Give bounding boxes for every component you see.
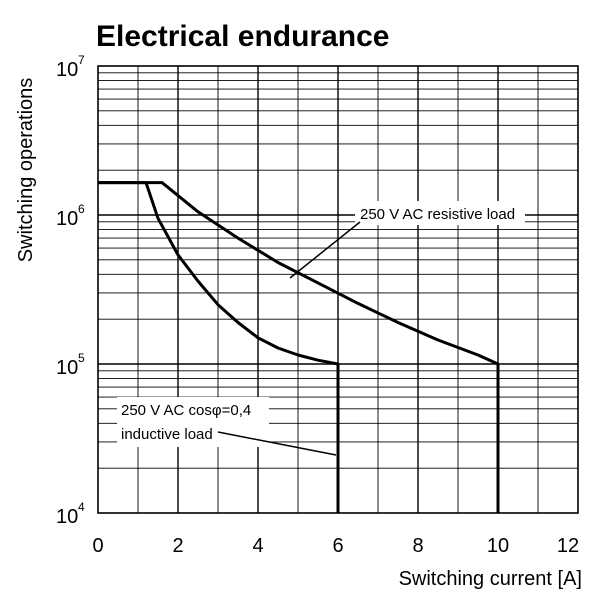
annotation-inductive-line2: inductive load [121, 426, 213, 443]
series-resistive-load [98, 181, 500, 513]
x-tick-label: 6 [332, 535, 343, 557]
y-tick-base: 10 [56, 59, 78, 81]
y-tick-exponent: 6 [78, 202, 85, 216]
y-tick-base: 10 [56, 506, 78, 528]
annotation-resistive-label: 250 V AC resistive load [360, 206, 515, 223]
y-tick-label: 10 6 [56, 202, 85, 230]
annotation-resistive-bg [355, 201, 525, 225]
x-axis-label: Switching current [A] [399, 568, 582, 590]
chart-title: Electrical endurance [96, 20, 389, 53]
series-group [98, 181, 500, 513]
x-tick-label: 2 [172, 535, 183, 557]
annotation-inductive-leader [217, 431, 337, 456]
y-tick-label: 10 5 [56, 351, 85, 379]
y-tick-base: 10 [56, 208, 78, 230]
series-inductive-load [98, 181, 340, 513]
x-tick-label: 8 [412, 535, 423, 557]
x-tick-label: 10 [487, 535, 509, 557]
x-tick-label: 4 [252, 535, 263, 557]
annotation-inductive-bg [117, 397, 269, 447]
annotation-inductive-line1: 250 V AC cosφ=0,4 [121, 402, 251, 419]
y-tick-base: 10 [56, 357, 78, 379]
y-tick-label: 10 7 [56, 53, 85, 81]
y-tick-label: 10 4 [56, 500, 85, 528]
y-tick-exponent: 7 [78, 53, 85, 67]
y-tick-exponent: 4 [78, 500, 85, 514]
x-tick-label: 0 [92, 535, 103, 557]
annotation-resistive-leader [289, 221, 361, 279]
x-tick-labels: 0 2 4 6 8 10 12 [92, 535, 579, 557]
y-tick-exponent: 5 [78, 351, 85, 365]
x-tick-label: 12 [557, 535, 579, 557]
y-axis-label: Switching operations [15, 78, 37, 263]
